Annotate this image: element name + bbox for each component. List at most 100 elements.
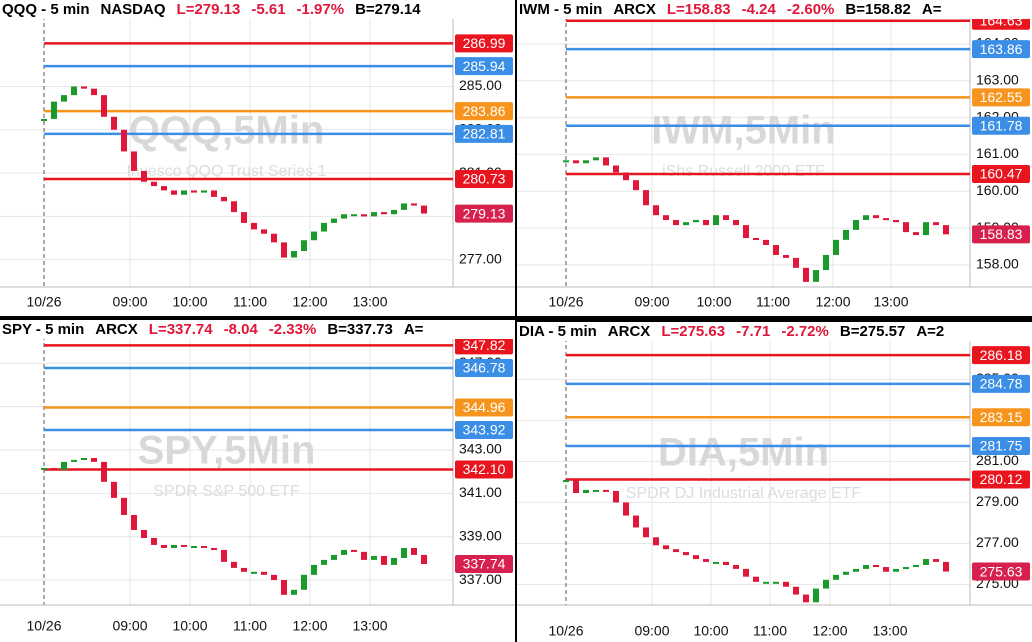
panel: 277.00279.00281.00283.00285.0010/2609:00… xyxy=(0,0,515,316)
candle xyxy=(813,588,819,603)
candle xyxy=(643,190,649,206)
last-price-label: 337.74 xyxy=(463,556,506,572)
panel-bg xyxy=(0,0,515,316)
last-price-label: 279.13 xyxy=(463,205,506,221)
watermark: DIA,5Min xyxy=(658,431,829,475)
x-tick-label: 13:00 xyxy=(873,294,908,310)
candle xyxy=(301,574,307,590)
candle xyxy=(391,209,397,215)
candle xyxy=(111,116,117,130)
panel: 275.00277.00279.00281.00283.00285.0010/2… xyxy=(517,322,1032,642)
candle xyxy=(291,251,297,258)
x-tick-label: 10:00 xyxy=(172,618,207,634)
header-change: -8.04 xyxy=(224,321,259,338)
level-box xyxy=(455,169,513,188)
candle xyxy=(151,181,157,187)
candle xyxy=(923,222,929,236)
candle xyxy=(643,527,649,538)
level-label: 280.12 xyxy=(980,471,1023,487)
candle xyxy=(783,581,789,587)
header-last: L=337.74 xyxy=(149,321,213,338)
candle xyxy=(131,151,137,171)
candle xyxy=(101,461,107,482)
header-exchange: NASDAQ xyxy=(101,1,166,18)
candle xyxy=(171,190,177,195)
candle xyxy=(421,554,427,565)
level-box xyxy=(455,102,513,121)
level-label: 285.94 xyxy=(463,58,506,74)
candle xyxy=(893,568,899,572)
candle xyxy=(613,490,619,503)
candle xyxy=(81,457,87,460)
candle xyxy=(723,215,729,220)
level-label: 161.78 xyxy=(980,117,1023,133)
x-tick-label: 10/26 xyxy=(26,618,61,634)
candle xyxy=(723,561,729,565)
level-label: 347.82 xyxy=(463,337,506,353)
header-ask: A= xyxy=(922,1,942,18)
level-box xyxy=(455,124,513,143)
candle xyxy=(793,586,799,595)
candle xyxy=(181,544,187,547)
candle xyxy=(933,222,939,226)
candle xyxy=(743,568,749,577)
candle xyxy=(833,574,839,580)
x-tick-label: 09:00 xyxy=(112,618,147,634)
y-tick-label: 285.00 xyxy=(459,77,502,93)
candle xyxy=(743,225,749,239)
candle xyxy=(291,589,297,595)
candle xyxy=(161,186,167,191)
x-tick-label: 09:00 xyxy=(634,623,669,639)
candle xyxy=(933,559,939,562)
header-title: DIA - 5 min xyxy=(519,323,597,340)
candle xyxy=(713,215,719,226)
x-tick-label: 09:00 xyxy=(634,294,669,310)
watermark: QQQ,5Min xyxy=(129,109,325,153)
header-exchange: ARCX xyxy=(608,323,651,340)
last-price-label: 275.63 xyxy=(980,563,1023,579)
level-label: 286.18 xyxy=(980,347,1023,363)
candle xyxy=(171,544,177,548)
candle xyxy=(261,229,267,234)
y-tick-label: 277.00 xyxy=(459,250,502,266)
candle xyxy=(251,222,257,230)
candle xyxy=(51,467,57,470)
x-tick-label: 13:00 xyxy=(352,618,387,634)
level-label: 163.86 xyxy=(980,41,1023,57)
candle xyxy=(201,546,207,549)
candle xyxy=(241,567,247,572)
level-box xyxy=(972,408,1030,427)
candle xyxy=(351,214,357,217)
header-change: -4.24 xyxy=(742,1,777,18)
candle xyxy=(191,546,197,549)
header-last: L=279.13 xyxy=(177,1,241,18)
candle xyxy=(663,545,669,550)
candle xyxy=(583,489,589,493)
candle xyxy=(773,581,779,584)
candle xyxy=(381,212,387,215)
candle xyxy=(843,229,849,240)
candle xyxy=(321,222,327,232)
candle xyxy=(51,101,57,119)
x-tick-label: 11:00 xyxy=(756,294,790,310)
level-box xyxy=(455,420,513,439)
candle xyxy=(773,245,779,255)
candle xyxy=(693,219,699,223)
header-exchange: ARCX xyxy=(95,321,138,338)
candle xyxy=(883,567,889,572)
candle xyxy=(823,579,829,589)
candle xyxy=(623,502,629,516)
candle xyxy=(211,547,217,550)
last-price-label: 158.83 xyxy=(980,226,1023,242)
candle xyxy=(371,212,377,217)
candle xyxy=(351,549,357,552)
candle xyxy=(241,212,247,223)
y-tick-label: 281.00 xyxy=(976,452,1019,468)
header-title: IWM - 5 min xyxy=(519,1,602,18)
level-box xyxy=(972,470,1030,489)
header-change-pct: -2.33% xyxy=(269,321,317,338)
candle xyxy=(753,238,759,241)
header-bid: B=158.82 xyxy=(845,1,910,18)
level-label: 280.73 xyxy=(463,171,506,187)
panel: 337.00339.00341.00343.00345.00347.0010/2… xyxy=(0,320,515,642)
